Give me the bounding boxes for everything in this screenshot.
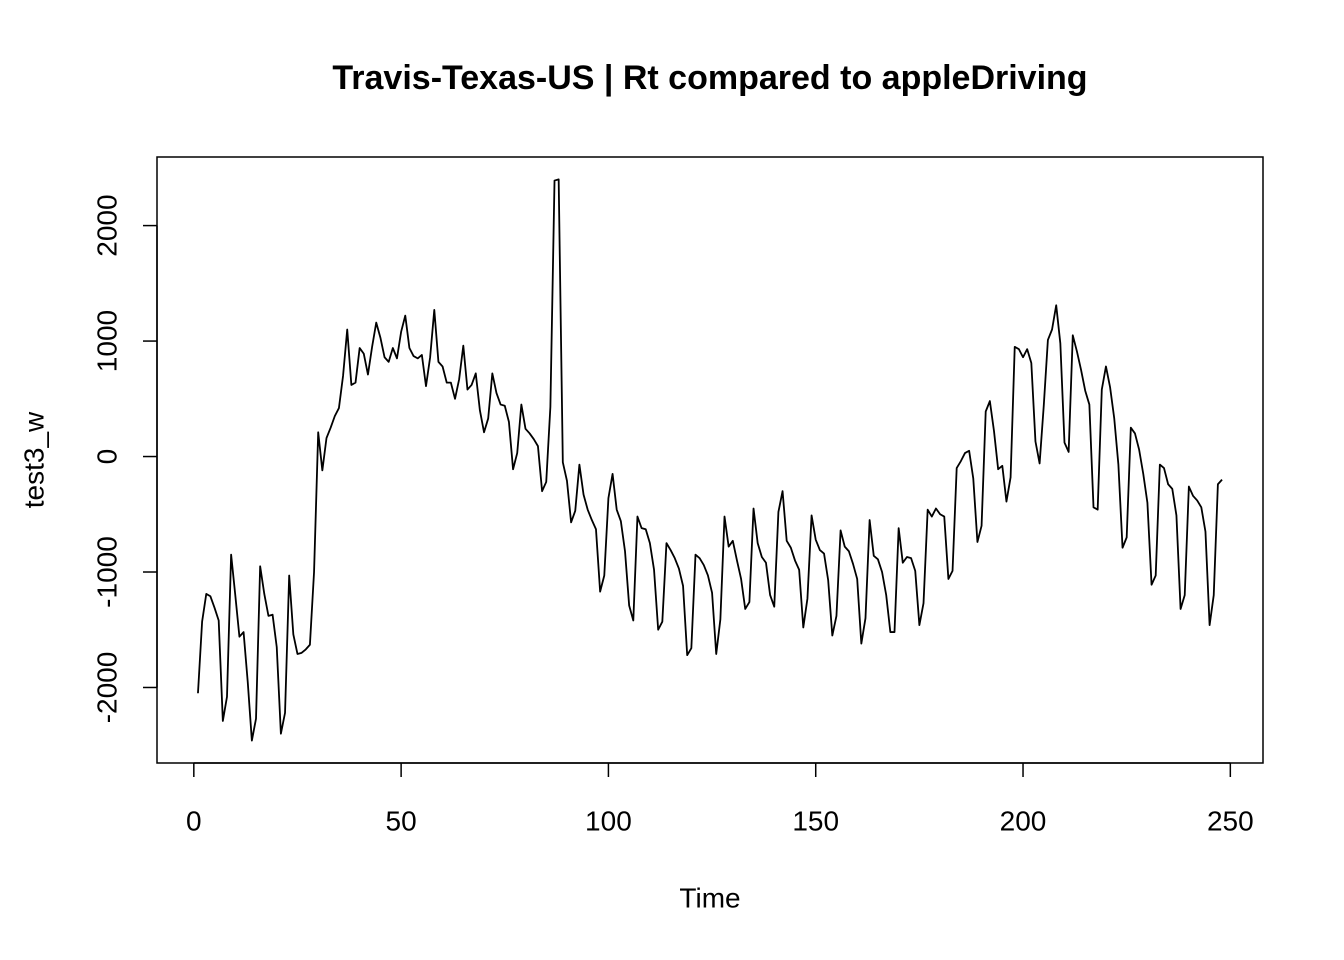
y-tick-label: -2000 (91, 652, 122, 724)
x-tick-label: 50 (386, 805, 417, 836)
x-tick-label: 200 (1000, 805, 1047, 836)
y-tick-label: 2000 (91, 194, 122, 256)
x-tick-label: 100 (585, 805, 632, 836)
x-tick-label: 0 (186, 805, 202, 836)
y-tick-label: -1000 (91, 536, 122, 608)
x-tick-label: 150 (792, 805, 839, 836)
chart-title: Travis-Texas-US | Rt compared to appleDr… (332, 59, 1087, 97)
y-tick-label: 1000 (91, 310, 122, 372)
data-line (197, 178, 1223, 742)
x-tick-label: 250 (1207, 805, 1254, 836)
x-axis-title: Time (679, 882, 740, 913)
y-tick-label: 0 (91, 449, 122, 465)
y-axis-title: test3_w (18, 411, 49, 508)
